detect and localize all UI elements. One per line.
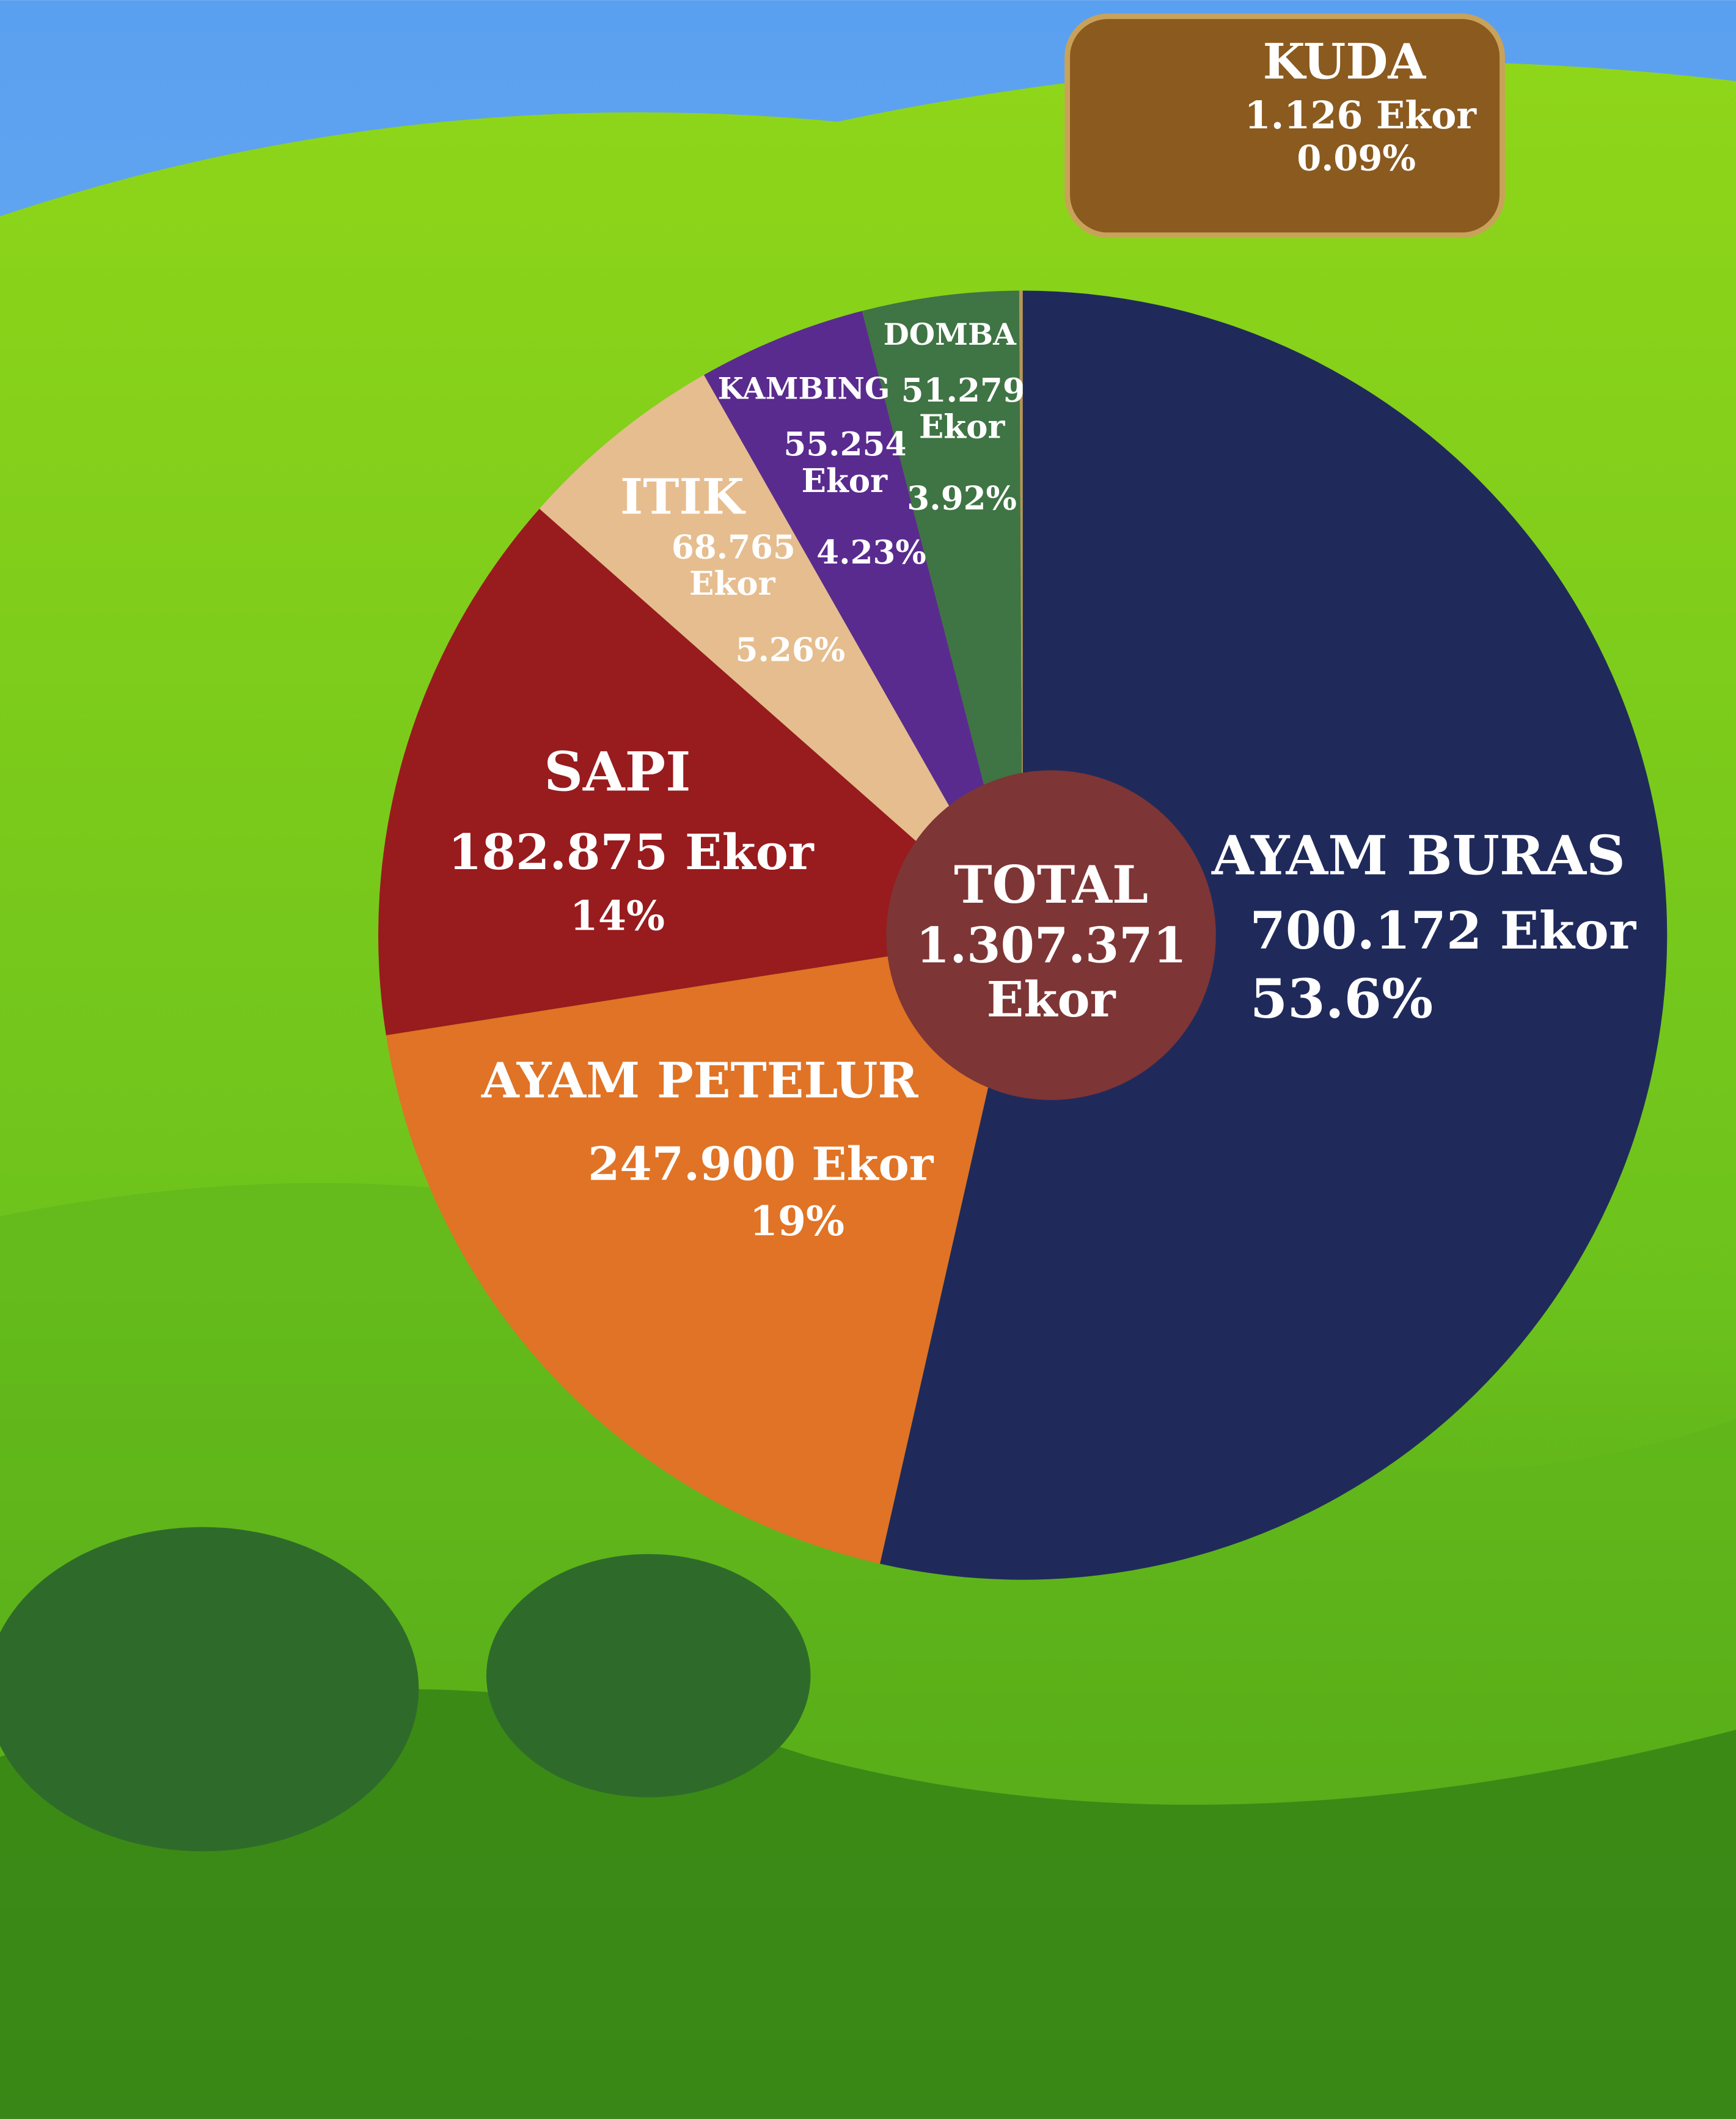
percentage-label: 14% [537,895,698,940]
total-label: TOTAL [903,857,1199,914]
value-label: 68.765 Ekor [672,530,793,603]
total-value: 1.307.371 Ekor [916,919,1186,1028]
category-label: AYAM BURAS [1189,827,1649,887]
percentage-label-box: 14% [537,895,698,1057]
value-label: 247.900 Ekor [571,1139,950,1191]
page: {"chart_data": {"type": "pie", "categori… [0,0,1736,2119]
percentage-label-box: 53.6% [1206,971,1476,1187]
value-label: 51.279 Ekor [901,373,1023,446]
bush [486,1554,811,1798]
percentage-label-box: 3.92% [895,481,1030,611]
percentage-label: 19% [716,1200,878,1245]
category-label: DOMBA [876,319,1024,352]
value-label: 182.875 Ekor [428,826,833,880]
percentage-label-box: 19% [716,1200,878,1362]
percentage-label: 0.09% [1262,141,1451,180]
value-label: 700.172 Ekor [1240,903,1646,960]
value-label: 1.126 Ekor [1225,95,1495,137]
category-label: KAMBING [709,373,899,406]
percentage-label: 53.6% [1206,971,1476,1031]
value-label: 55.254 Ekor [783,427,905,500]
bush [0,1527,419,1851]
category-label: KUDA [1236,35,1452,90]
total-value-box: 1.307.371 Ekor [916,919,1186,1114]
chart: AYAM BURAS 700.172 Ekor 53.6% AYAM PETELUR 2… [0,0,1736,2119]
percentage-label-box: 0.09% [1262,141,1451,281]
category-label: SAPI [482,743,752,804]
category-label: AYAM PETELUR [430,1054,970,1109]
percentage-label: 3.92% [895,481,1030,517]
